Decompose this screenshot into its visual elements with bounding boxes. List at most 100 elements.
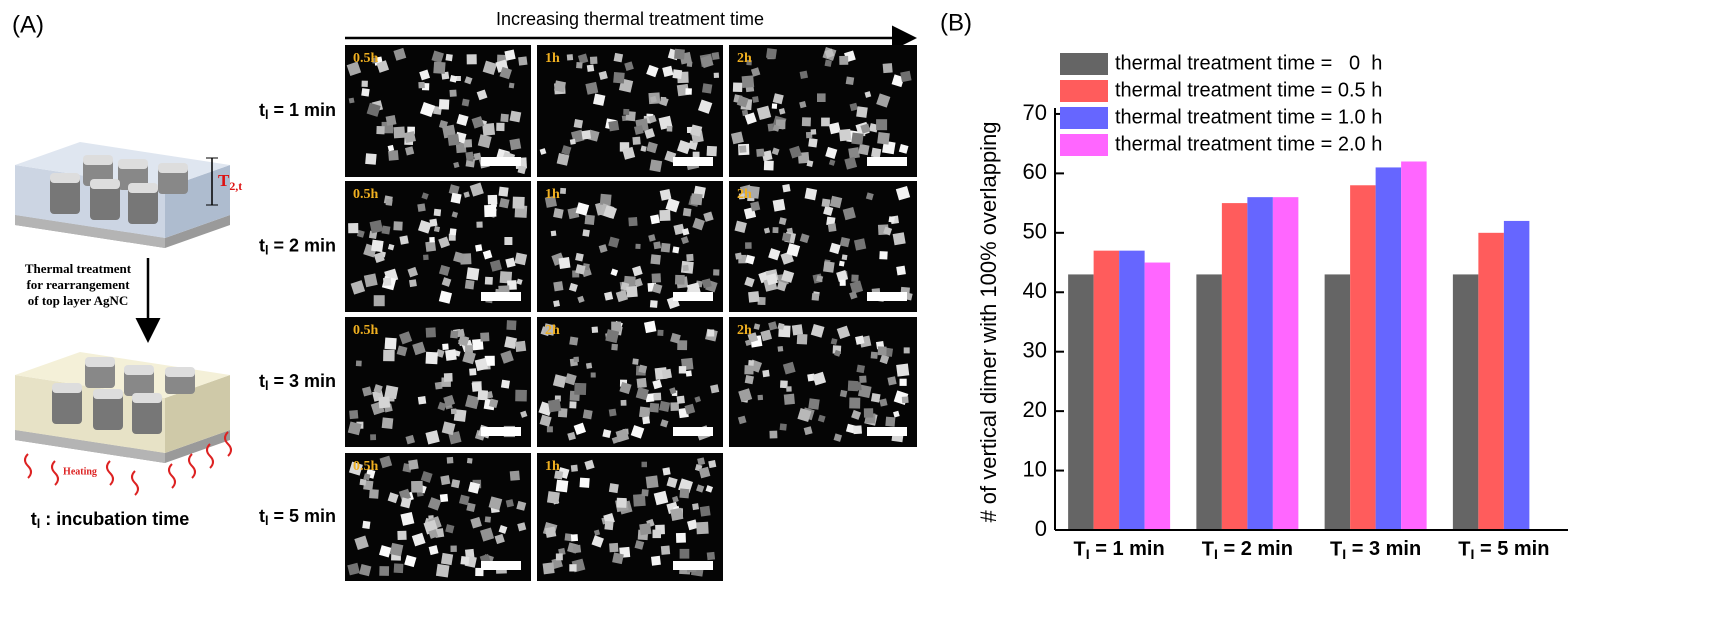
nanocube — [611, 436, 620, 444]
nanocube — [361, 386, 373, 397]
nanocube — [864, 91, 872, 98]
nanocube — [619, 381, 632, 395]
bar — [1478, 232, 1504, 530]
nanocube — [484, 204, 497, 218]
nanocube — [417, 396, 427, 405]
nanocube — [613, 71, 625, 84]
nanocube — [362, 520, 371, 529]
nanocube — [450, 408, 457, 415]
nanocube — [440, 475, 451, 486]
nanocube — [825, 146, 838, 160]
nanocube — [823, 261, 835, 273]
bar — [1196, 274, 1222, 530]
nanocube — [746, 59, 752, 66]
nanocube — [435, 348, 445, 358]
nanocube — [812, 371, 827, 386]
nanocube — [447, 133, 460, 146]
nanocube — [849, 397, 861, 409]
y-tick-label: 0 — [1035, 516, 1047, 541]
nanocube — [605, 329, 620, 344]
nanocube — [882, 63, 893, 74]
nanocube — [648, 234, 656, 242]
nanocube — [476, 221, 483, 228]
nanocube — [385, 198, 393, 206]
nanocube — [778, 107, 786, 115]
nanocube — [760, 329, 773, 342]
nanocube — [554, 80, 566, 93]
nanocube — [674, 48, 685, 60]
nanocube — [408, 459, 419, 470]
nanocube — [616, 497, 627, 508]
nanocube — [591, 326, 599, 334]
nanocube — [634, 540, 645, 550]
nanocube — [484, 355, 495, 366]
nanocube — [796, 333, 808, 345]
nanocube — [799, 70, 809, 80]
nanocube — [838, 128, 852, 142]
heating-label: Heating — [63, 466, 97, 477]
y-tick-label: 50 — [1023, 219, 1047, 244]
nanocube — [883, 226, 893, 236]
nanocube — [711, 52, 720, 60]
bar — [1119, 250, 1145, 530]
step-text: Thermal treatment — [25, 261, 132, 276]
nanocube — [697, 99, 713, 114]
nanocube — [428, 545, 439, 556]
nanocube — [674, 274, 685, 285]
scale-bar — [673, 561, 713, 570]
nanocube — [368, 230, 378, 239]
nanocube — [641, 461, 647, 468]
nanocube — [879, 251, 888, 260]
nanocube — [498, 525, 508, 534]
nanocube — [566, 54, 574, 61]
nanocube — [568, 282, 578, 292]
nanocube — [609, 542, 619, 553]
nanocube — [445, 524, 455, 534]
nanocube — [438, 290, 453, 304]
nanocube — [829, 195, 843, 209]
nanocube — [855, 335, 865, 345]
legend-label: thermal treatment time = 0.5 h — [1115, 79, 1382, 101]
nanocube — [633, 493, 646, 507]
nanocube — [791, 324, 804, 336]
nanocube — [821, 198, 831, 208]
nanocube — [892, 232, 906, 246]
nanocube — [710, 384, 720, 394]
nanocube — [373, 295, 385, 307]
nanocube — [662, 65, 674, 77]
scale-bar — [481, 427, 521, 436]
nanocube — [496, 122, 505, 132]
nanocube — [462, 350, 476, 365]
nanocube — [508, 82, 515, 89]
nanocube — [361, 80, 368, 88]
nanocube — [354, 535, 369, 551]
nanocube — [550, 230, 557, 237]
nanocube — [623, 108, 630, 115]
nanocube — [397, 530, 407, 541]
nanocube — [635, 243, 641, 250]
nanocube — [789, 145, 802, 159]
nanocube — [393, 126, 406, 139]
y-tick-label: 70 — [1023, 100, 1047, 125]
nanocube — [500, 379, 510, 389]
nanocube — [419, 101, 436, 118]
nanocube — [474, 357, 489, 372]
nanocube — [569, 401, 577, 409]
nanocube — [411, 532, 426, 547]
nanocube — [585, 362, 593, 369]
nanocube — [569, 138, 576, 145]
nanocube — [640, 145, 647, 152]
nanocube — [582, 409, 593, 420]
nanocube — [734, 220, 747, 233]
nanocube — [865, 192, 874, 201]
nanocube — [745, 242, 752, 249]
nanocube — [896, 363, 910, 377]
nanocube — [677, 340, 688, 351]
nanocube — [849, 102, 858, 112]
nanocube — [449, 228, 457, 236]
nanocube — [650, 254, 661, 265]
nanocube — [449, 75, 458, 83]
nanocube — [573, 356, 580, 363]
nanocube — [673, 223, 685, 236]
nanocube — [652, 529, 661, 539]
